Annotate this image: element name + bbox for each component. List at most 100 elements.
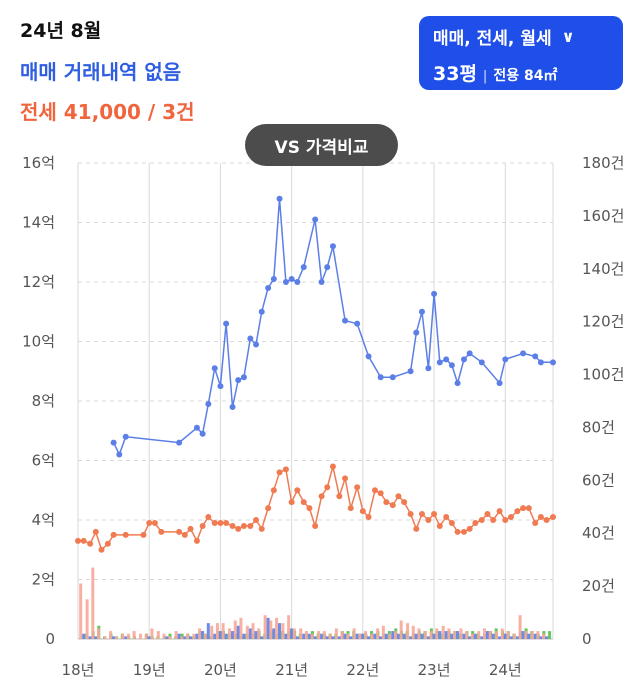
data-point-jeonse: [448, 519, 455, 526]
data-point-jeonse: [176, 528, 183, 535]
data-point-jeonse: [329, 463, 336, 470]
data-point-sale: [436, 359, 443, 366]
data-point-jeonse: [122, 531, 129, 538]
separator: |: [482, 69, 488, 84]
volume-bar-sale: [124, 636, 128, 639]
volume-bar-sale: [224, 633, 228, 639]
volume-bar-sale: [231, 631, 235, 639]
jeonse-status: 전세 41,000 / 3건: [20, 100, 195, 124]
volume-bar-sale: [367, 636, 371, 639]
pyeong-label: 33평: [433, 63, 477, 85]
volume-bar-sale: [272, 628, 276, 639]
volume-bar-jeonse: [370, 633, 374, 639]
sale-status: 매매 거래내역 없음: [20, 60, 182, 84]
y-right-tick-label: 140건: [582, 260, 624, 278]
volume-bar-sale: [206, 623, 210, 639]
y-left-tick-label: 4억: [32, 511, 55, 529]
vs-compare-button[interactable]: VS 가격비교: [245, 124, 398, 166]
y-right-tick-label: 80건: [582, 418, 615, 436]
volume-bar-jeonse: [192, 633, 196, 639]
volume-bar-sale: [88, 636, 92, 639]
data-point-sale: [116, 451, 123, 458]
data-point-jeonse: [395, 493, 402, 500]
data-point-jeonse: [502, 517, 509, 523]
volume-bar-sale: [462, 633, 466, 639]
volume-bar-jeonse: [215, 623, 219, 639]
data-point-sale: [229, 403, 236, 410]
y-right-tick-label: 20건: [582, 577, 615, 595]
data-point-sale: [365, 353, 372, 360]
data-point-sale: [193, 424, 200, 431]
data-point-jeonse: [543, 517, 550, 523]
volume-bar-jeonse: [358, 633, 362, 639]
volume-bar-sale: [539, 636, 543, 639]
volume-bar-jeonse: [524, 631, 528, 639]
data-point-jeonse: [525, 505, 532, 512]
data-point-jeonse: [187, 525, 194, 532]
volume-bar-sale: [491, 633, 495, 639]
data-point-jeonse: [258, 525, 265, 532]
volume-bar-jeonse: [156, 631, 160, 639]
volume-bar-sale: [242, 633, 246, 639]
y-left-tick-label: 2억: [32, 571, 55, 589]
volume-bar-sale: [396, 633, 400, 639]
volume-bar-jeonse: [470, 633, 474, 639]
volume-bar-jeonse: [477, 631, 481, 639]
volume-bar-jeonse: [429, 631, 433, 639]
volume-bar-jeonse: [121, 633, 125, 639]
data-point-sale: [247, 335, 254, 342]
data-point-sale: [223, 320, 230, 327]
data-point-jeonse: [205, 514, 212, 521]
data-point-jeonse: [223, 519, 230, 526]
data-point-jeonse: [306, 505, 313, 512]
volume-bar-jeonse: [257, 628, 261, 639]
volume-bar-jeonse: [488, 631, 492, 639]
data-point-sale: [466, 350, 473, 357]
volume-bar-jeonse: [518, 615, 522, 639]
volume-bar-sale: [402, 633, 406, 639]
volume-bar-jeonse: [322, 631, 326, 639]
volume-bar-jeonse: [85, 599, 89, 639]
x-tick-label: 24년: [489, 661, 522, 679]
volume-bar-jeonse: [114, 636, 118, 639]
data-point-jeonse: [181, 531, 188, 538]
volume-bar-sale: [456, 631, 460, 639]
trade-filter-button[interactable]: 매매, 전세, 월세 ∨ 33평 | 전용 84㎡: [419, 16, 623, 90]
series-line-jeonse: [78, 466, 554, 552]
volume-bar-sale: [414, 633, 418, 639]
data-point-sale: [537, 359, 544, 366]
volume-bar-jeonse: [275, 617, 279, 639]
volume-bar-jeonse: [103, 636, 107, 639]
data-point-jeonse: [377, 490, 384, 497]
volume-bar-jeonse: [168, 636, 172, 639]
volume-bar-sale: [361, 633, 365, 639]
data-point-jeonse: [532, 519, 539, 526]
data-point-sale: [425, 365, 432, 372]
data-point-jeonse: [294, 487, 301, 494]
data-point-jeonse: [265, 505, 272, 512]
data-point-jeonse: [270, 487, 277, 494]
data-point-jeonse: [247, 522, 254, 529]
volume-bar-sale: [468, 636, 472, 639]
data-point-jeonse: [507, 514, 514, 521]
volume-bar-sale: [260, 636, 264, 639]
data-point-sale: [265, 284, 272, 291]
volume-bar-sale: [82, 633, 86, 639]
data-point-jeonse: [443, 514, 450, 521]
volume-bar-jeonse: [210, 625, 214, 639]
data-point-sale: [122, 433, 129, 440]
volume-bar-sale: [213, 633, 217, 639]
volume-bar-sale: [302, 633, 306, 639]
volume-bar-sale: [503, 633, 507, 639]
data-point-sale: [520, 350, 527, 357]
data-point-jeonse: [520, 505, 527, 512]
volume-bar-jeonse: [174, 631, 178, 639]
volume-bar-jeonse: [334, 628, 338, 639]
data-point-sale: [282, 279, 289, 285]
volume-bar-jeonse: [393, 631, 397, 639]
volume-bar-sale: [278, 623, 282, 639]
data-point-sale: [496, 380, 503, 387]
volume-bar-sale: [284, 633, 288, 639]
data-point-jeonse: [282, 466, 289, 473]
trade-types-label: 매매, 전세, 월세: [433, 29, 552, 49]
